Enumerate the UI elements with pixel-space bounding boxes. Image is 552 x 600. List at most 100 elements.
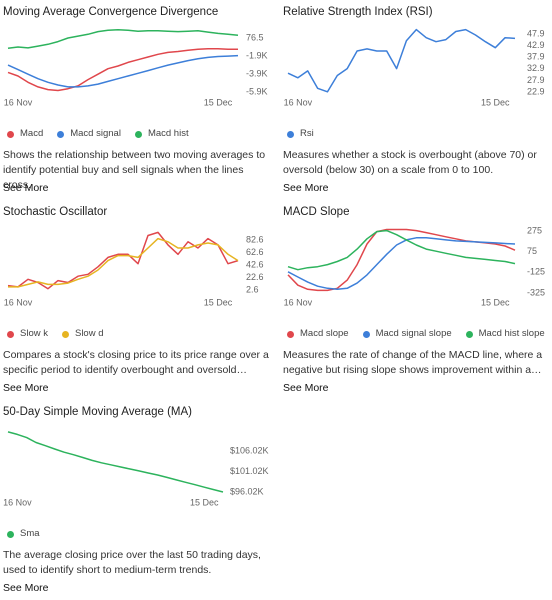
y-tick-label: -1.9K: [246, 50, 268, 60]
y-tick-label: 32.9: [527, 63, 545, 73]
legend-label: Macd hist: [147, 128, 189, 139]
legend-label: Macd hist slope: [478, 328, 545, 339]
legend-label: Sma: [20, 528, 40, 539]
legend-marker: [7, 130, 14, 138]
chart: $106.02K $101.02K $96.02K 16 Nov 15 Dec: [3, 431, 269, 507]
chart-panel: Stochastic Oscillator 82.6 62.6 42.6 22.6 2.6…: [3, 204, 269, 400]
line-series: [287, 28, 516, 93]
legend-item: Slow d: [61, 328, 104, 340]
legend-marker: [134, 130, 142, 138]
y-tick-label: -325: [527, 287, 545, 297]
legend-marker: [465, 330, 473, 338]
chart-panel: 50-Day Simple Moving Average (MA) $106.02…: [3, 404, 269, 600]
see-more-link[interactable]: See More: [283, 382, 329, 394]
y-tick-label: 27.9: [527, 75, 545, 85]
description: The average closing price over the last …: [3, 549, 261, 576]
y-tick-label: 42.9: [527, 40, 545, 50]
chart-panel: Moving Average Convergence Divergence 76.…: [3, 4, 269, 200]
legend-item: Macd slope: [287, 328, 349, 340]
chart: 47.9 42.9 37.932.9 27.922.9 16 Nov 15 Dec: [284, 28, 545, 107]
description: Measures whether a stock is overbought (…: [283, 149, 537, 176]
x-tick-label: 16 Nov: [284, 297, 313, 307]
legend: Slow k Slow d: [7, 328, 104, 340]
y-tick-label: 37.9: [527, 52, 545, 62]
see-more-link[interactable]: See More: [283, 182, 329, 194]
line-series: [7, 29, 239, 49]
chart-title: Relative Strength Index (RSI): [283, 6, 433, 18]
legend-marker: [7, 330, 14, 338]
legend-marker: [362, 330, 370, 338]
line-series: [287, 237, 516, 291]
legend: Rsi: [287, 128, 314, 140]
see-more-link[interactable]: See More: [3, 382, 49, 394]
x-tick-label: 16 Nov: [284, 97, 313, 107]
line-series: [7, 48, 238, 92]
chart-title: Stochastic Oscillator: [3, 206, 108, 218]
y-tick-label: 22.9: [527, 86, 545, 96]
legend-item: Rsi: [287, 128, 314, 140]
line-series: [8, 237, 239, 288]
legend-item: Macd: [7, 128, 43, 140]
x-tick-label: 16 Nov: [4, 97, 33, 107]
legend-item: Macd hist: [134, 128, 189, 140]
y-tick-label: 76.5: [246, 33, 264, 43]
legend-item: Macd hist slope: [465, 328, 545, 340]
legend-label: Macd signal slope: [375, 328, 452, 339]
description: Measures the rate of change of the MACD …: [283, 349, 543, 376]
description: Compares a stock's closing price to its …: [3, 349, 269, 376]
chart-panel: MACD Slope 275 75 -125 -325 16 Nov 15 Dec Macd …: [283, 204, 549, 400]
x-tick-label: 15 Dec: [190, 497, 219, 507]
legend-marker: [61, 330, 69, 338]
y-tick-label: 275: [527, 225, 542, 235]
y-tick-label: $106.02K: [230, 446, 269, 456]
chart-title: Moving Average Convergence Divergence: [3, 6, 219, 18]
chart: 76.5 -1.9K -3.9K -5.9K 16 Nov 15 Dec: [4, 29, 268, 107]
legend: Sma: [7, 528, 40, 540]
legend-marker: [7, 530, 14, 538]
legend: Macd Macd signal Macd hist: [7, 128, 189, 140]
description: Shows the relationship between two movin…: [3, 149, 266, 191]
line-series: [7, 54, 239, 88]
chart: 275 75 -125 -325 16 Nov 15 Dec: [284, 225, 545, 307]
x-tick-label: 15 Dec: [204, 297, 233, 307]
legend-item: Slow k: [7, 328, 48, 340]
x-tick-label: 15 Dec: [481, 97, 510, 107]
legend-label: Macd signal: [70, 128, 121, 139]
x-tick-label: 16 Nov: [3, 497, 32, 507]
x-tick-label: 15 Dec: [204, 97, 233, 107]
legend-label: Slow d: [74, 328, 104, 339]
y-tick-label: -125: [527, 267, 545, 277]
y-tick-label: -5.9K: [246, 87, 268, 97]
y-tick-label: 75: [527, 246, 537, 256]
y-tick-label: 62.6: [246, 247, 264, 257]
y-tick-label: 2.6: [246, 285, 259, 295]
x-tick-label: 15 Dec: [481, 297, 510, 307]
chart-title: 50-Day Simple Moving Average (MA): [3, 406, 192, 418]
see-more-link[interactable]: See More: [3, 182, 49, 194]
chart: 82.6 62.6 42.6 22.6 2.6 16 Nov 15 Dec: [4, 231, 264, 307]
y-tick-label: 22.6: [246, 272, 264, 282]
legend-marker: [287, 130, 294, 138]
y-tick-label: 42.6: [246, 260, 264, 270]
legend: Macd slope Macd signal slope Macd hist slo…: [287, 328, 545, 340]
line-series: [7, 431, 224, 493]
legend-label: Macd: [20, 128, 44, 139]
see-more-link[interactable]: See More: [3, 582, 49, 594]
line-series: [287, 228, 516, 292]
x-tick-label: 16 Nov: [4, 297, 33, 307]
y-tick-label: 47.9: [527, 28, 545, 38]
chart-panel: Relative Strength Index (RSI) 47.9 42.9 37.…: [283, 4, 549, 200]
legend-marker: [57, 130, 65, 138]
legend-label: Macd slope: [300, 328, 349, 339]
y-tick-label: -3.9K: [246, 69, 268, 79]
y-tick-label: 82.6: [246, 235, 264, 245]
chart-title: MACD Slope: [283, 206, 350, 218]
legend-item: Macd signal: [57, 128, 121, 140]
line-series: [287, 229, 516, 271]
legend-item: Sma: [7, 528, 40, 540]
y-tick-label: $96.02K: [230, 486, 264, 496]
line-series: [7, 231, 239, 290]
y-tick-label: $101.02K: [230, 466, 269, 476]
legend-marker: [287, 330, 294, 338]
